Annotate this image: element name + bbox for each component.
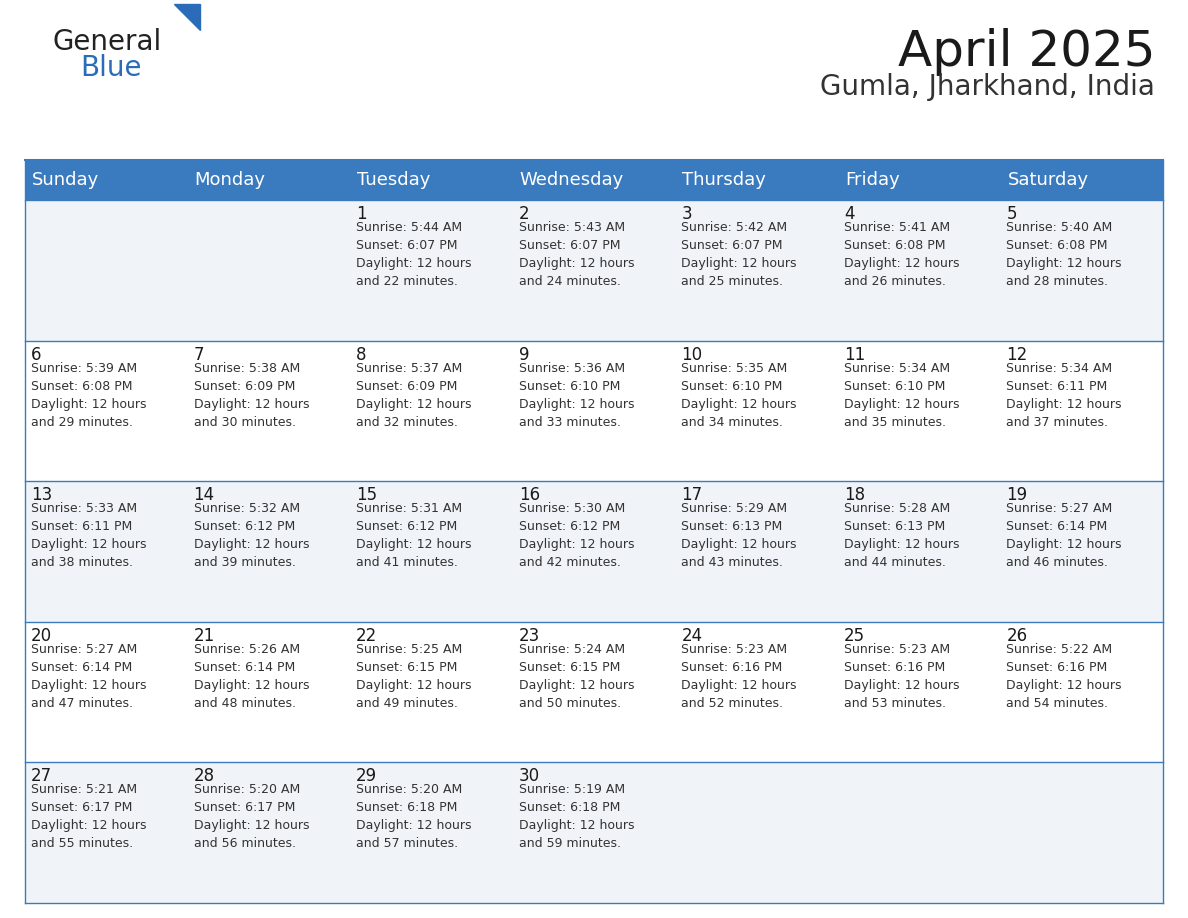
Text: 8: 8 — [356, 345, 367, 364]
Text: Sunrise: 5:44 AM
Sunset: 6:07 PM
Daylight: 12 hours
and 22 minutes.: Sunrise: 5:44 AM Sunset: 6:07 PM Dayligh… — [356, 221, 472, 288]
Bar — [25, 481, 1163, 621]
Text: 22: 22 — [356, 627, 378, 644]
Text: Sunrise: 5:34 AM
Sunset: 6:11 PM
Daylight: 12 hours
and 37 minutes.: Sunrise: 5:34 AM Sunset: 6:11 PM Dayligh… — [1006, 362, 1121, 429]
Bar — [25, 763, 1163, 903]
Text: Sunrise: 5:33 AM
Sunset: 6:11 PM
Daylight: 12 hours
and 38 minutes.: Sunrise: 5:33 AM Sunset: 6:11 PM Dayligh… — [31, 502, 146, 569]
Bar — [188, 160, 350, 200]
Bar — [1000, 160, 1163, 200]
Text: Sunrise: 5:26 AM
Sunset: 6:14 PM
Daylight: 12 hours
and 48 minutes.: Sunrise: 5:26 AM Sunset: 6:14 PM Dayligh… — [194, 643, 309, 710]
Text: Sunrise: 5:30 AM
Sunset: 6:12 PM
Daylight: 12 hours
and 42 minutes.: Sunrise: 5:30 AM Sunset: 6:12 PM Dayligh… — [519, 502, 634, 569]
Text: Sunrise: 5:38 AM
Sunset: 6:09 PM
Daylight: 12 hours
and 30 minutes.: Sunrise: 5:38 AM Sunset: 6:09 PM Dayligh… — [194, 362, 309, 429]
Text: 14: 14 — [194, 487, 215, 504]
Text: Sunrise: 5:21 AM
Sunset: 6:17 PM
Daylight: 12 hours
and 55 minutes.: Sunrise: 5:21 AM Sunset: 6:17 PM Dayligh… — [31, 783, 146, 850]
Text: Tuesday: Tuesday — [358, 171, 430, 189]
Text: 13: 13 — [31, 487, 52, 504]
Text: Wednesday: Wednesday — [519, 171, 624, 189]
Text: Sunrise: 5:41 AM
Sunset: 6:08 PM
Daylight: 12 hours
and 26 minutes.: Sunrise: 5:41 AM Sunset: 6:08 PM Dayligh… — [843, 221, 960, 288]
Text: Sunday: Sunday — [32, 171, 100, 189]
Text: Sunrise: 5:24 AM
Sunset: 6:15 PM
Daylight: 12 hours
and 50 minutes.: Sunrise: 5:24 AM Sunset: 6:15 PM Dayligh… — [519, 643, 634, 710]
Text: 19: 19 — [1006, 487, 1028, 504]
Text: 10: 10 — [681, 345, 702, 364]
Text: 29: 29 — [356, 767, 378, 786]
Text: Gumla, Jharkhand, India: Gumla, Jharkhand, India — [820, 73, 1155, 101]
Text: 21: 21 — [194, 627, 215, 644]
Text: General: General — [52, 28, 162, 56]
Text: 7: 7 — [194, 345, 204, 364]
Text: April 2025: April 2025 — [897, 28, 1155, 76]
Text: Saturday: Saturday — [1007, 171, 1088, 189]
Bar — [513, 160, 675, 200]
Text: Friday: Friday — [845, 171, 899, 189]
Text: Thursday: Thursday — [682, 171, 766, 189]
Text: 6: 6 — [31, 345, 42, 364]
Bar — [25, 341, 1163, 481]
Text: Sunrise: 5:27 AM
Sunset: 6:14 PM
Daylight: 12 hours
and 47 minutes.: Sunrise: 5:27 AM Sunset: 6:14 PM Dayligh… — [31, 643, 146, 710]
Text: 3: 3 — [681, 205, 691, 223]
Text: Monday: Monday — [195, 171, 266, 189]
Text: 11: 11 — [843, 345, 865, 364]
Text: Sunrise: 5:39 AM
Sunset: 6:08 PM
Daylight: 12 hours
and 29 minutes.: Sunrise: 5:39 AM Sunset: 6:08 PM Dayligh… — [31, 362, 146, 429]
Text: Sunrise: 5:19 AM
Sunset: 6:18 PM
Daylight: 12 hours
and 59 minutes.: Sunrise: 5:19 AM Sunset: 6:18 PM Dayligh… — [519, 783, 634, 850]
Text: 18: 18 — [843, 487, 865, 504]
Text: Sunrise: 5:23 AM
Sunset: 6:16 PM
Daylight: 12 hours
and 53 minutes.: Sunrise: 5:23 AM Sunset: 6:16 PM Dayligh… — [843, 643, 960, 710]
Text: Sunrise: 5:28 AM
Sunset: 6:13 PM
Daylight: 12 hours
and 44 minutes.: Sunrise: 5:28 AM Sunset: 6:13 PM Dayligh… — [843, 502, 960, 569]
Text: 1: 1 — [356, 205, 367, 223]
Text: Sunrise: 5:31 AM
Sunset: 6:12 PM
Daylight: 12 hours
and 41 minutes.: Sunrise: 5:31 AM Sunset: 6:12 PM Dayligh… — [356, 502, 472, 569]
Text: 26: 26 — [1006, 627, 1028, 644]
Text: 5: 5 — [1006, 205, 1017, 223]
Text: Sunrise: 5:23 AM
Sunset: 6:16 PM
Daylight: 12 hours
and 52 minutes.: Sunrise: 5:23 AM Sunset: 6:16 PM Dayligh… — [681, 643, 797, 710]
Text: Sunrise: 5:43 AM
Sunset: 6:07 PM
Daylight: 12 hours
and 24 minutes.: Sunrise: 5:43 AM Sunset: 6:07 PM Dayligh… — [519, 221, 634, 288]
Bar — [25, 621, 1163, 763]
Text: Sunrise: 5:37 AM
Sunset: 6:09 PM
Daylight: 12 hours
and 32 minutes.: Sunrise: 5:37 AM Sunset: 6:09 PM Dayligh… — [356, 362, 472, 429]
Text: Sunrise: 5:20 AM
Sunset: 6:17 PM
Daylight: 12 hours
and 56 minutes.: Sunrise: 5:20 AM Sunset: 6:17 PM Dayligh… — [194, 783, 309, 850]
Text: Sunrise: 5:36 AM
Sunset: 6:10 PM
Daylight: 12 hours
and 33 minutes.: Sunrise: 5:36 AM Sunset: 6:10 PM Dayligh… — [519, 362, 634, 429]
Text: Sunrise: 5:22 AM
Sunset: 6:16 PM
Daylight: 12 hours
and 54 minutes.: Sunrise: 5:22 AM Sunset: 6:16 PM Dayligh… — [1006, 643, 1121, 710]
Polygon shape — [173, 4, 200, 30]
Text: 30: 30 — [519, 767, 539, 786]
Text: 23: 23 — [519, 627, 541, 644]
Bar — [25, 200, 1163, 341]
Text: Sunrise: 5:32 AM
Sunset: 6:12 PM
Daylight: 12 hours
and 39 minutes.: Sunrise: 5:32 AM Sunset: 6:12 PM Dayligh… — [194, 502, 309, 569]
Bar — [350, 160, 513, 200]
Text: Sunrise: 5:42 AM
Sunset: 6:07 PM
Daylight: 12 hours
and 25 minutes.: Sunrise: 5:42 AM Sunset: 6:07 PM Dayligh… — [681, 221, 797, 288]
Text: 9: 9 — [519, 345, 529, 364]
Text: 27: 27 — [31, 767, 52, 786]
Text: 12: 12 — [1006, 345, 1028, 364]
Text: Sunrise: 5:20 AM
Sunset: 6:18 PM
Daylight: 12 hours
and 57 minutes.: Sunrise: 5:20 AM Sunset: 6:18 PM Dayligh… — [356, 783, 472, 850]
Text: Sunrise: 5:40 AM
Sunset: 6:08 PM
Daylight: 12 hours
and 28 minutes.: Sunrise: 5:40 AM Sunset: 6:08 PM Dayligh… — [1006, 221, 1121, 288]
Text: Sunrise: 5:29 AM
Sunset: 6:13 PM
Daylight: 12 hours
and 43 minutes.: Sunrise: 5:29 AM Sunset: 6:13 PM Dayligh… — [681, 502, 797, 569]
Text: Sunrise: 5:25 AM
Sunset: 6:15 PM
Daylight: 12 hours
and 49 minutes.: Sunrise: 5:25 AM Sunset: 6:15 PM Dayligh… — [356, 643, 472, 710]
Text: Sunrise: 5:27 AM
Sunset: 6:14 PM
Daylight: 12 hours
and 46 minutes.: Sunrise: 5:27 AM Sunset: 6:14 PM Dayligh… — [1006, 502, 1121, 569]
Bar — [675, 160, 838, 200]
Text: 2: 2 — [519, 205, 530, 223]
Text: Sunrise: 5:35 AM
Sunset: 6:10 PM
Daylight: 12 hours
and 34 minutes.: Sunrise: 5:35 AM Sunset: 6:10 PM Dayligh… — [681, 362, 797, 429]
Text: 28: 28 — [194, 767, 215, 786]
Text: 17: 17 — [681, 487, 702, 504]
Text: 4: 4 — [843, 205, 854, 223]
Text: 20: 20 — [31, 627, 52, 644]
Text: 24: 24 — [681, 627, 702, 644]
Bar — [838, 160, 1000, 200]
Bar — [25, 160, 188, 200]
Text: 16: 16 — [519, 487, 539, 504]
Text: Sunrise: 5:34 AM
Sunset: 6:10 PM
Daylight: 12 hours
and 35 minutes.: Sunrise: 5:34 AM Sunset: 6:10 PM Dayligh… — [843, 362, 960, 429]
Text: 15: 15 — [356, 487, 378, 504]
Text: Blue: Blue — [80, 54, 141, 82]
Text: 25: 25 — [843, 627, 865, 644]
